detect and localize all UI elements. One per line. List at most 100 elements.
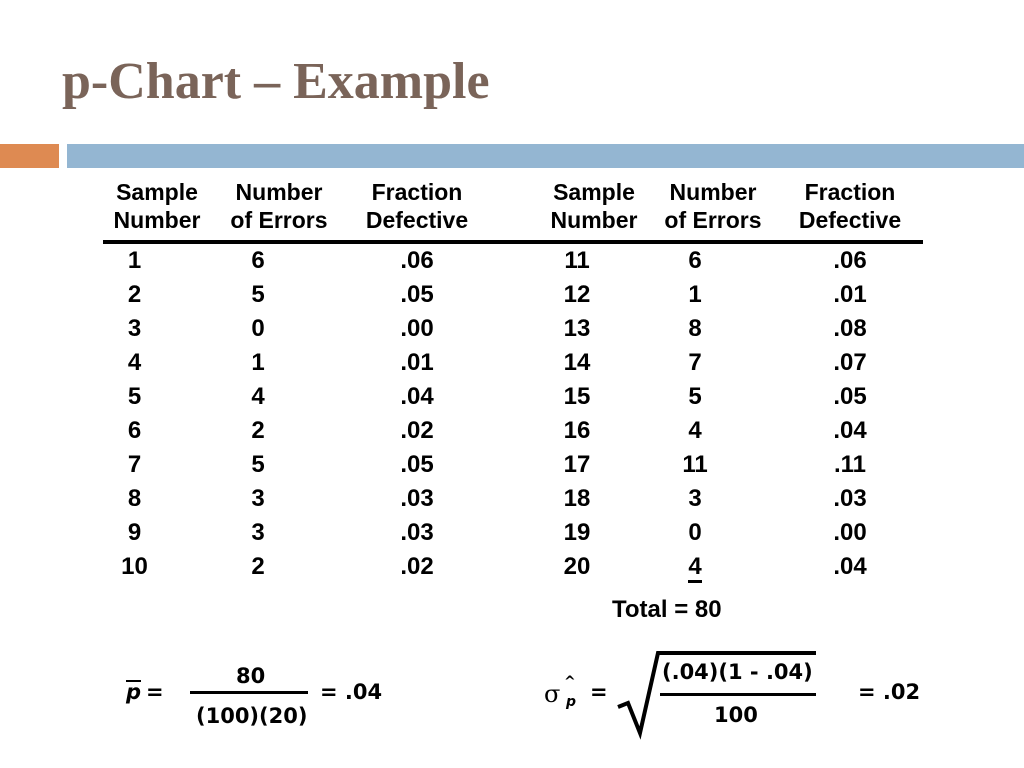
fraction-cell-value: .02 — [400, 417, 434, 444]
errors-cell: 7 — [649, 346, 777, 380]
gap-cell — [487, 482, 539, 516]
sample-number-cell: 2 — [103, 278, 211, 312]
errors-cell: 5 — [211, 278, 347, 312]
sigma-subscript: p — [566, 694, 577, 710]
errors-cell-value: 2 — [251, 553, 265, 580]
errors-cell: 0 — [649, 516, 777, 550]
errors-cell: 4 — [211, 380, 347, 414]
errors-cell: 11 — [649, 448, 777, 482]
errors-cell-value: 11 — [682, 451, 708, 478]
errors-cell-value: 3 — [688, 485, 702, 512]
fraction-cell: .06 — [777, 242, 923, 278]
fraction-cell: .05 — [347, 278, 487, 312]
fraction-cell-value: .05 — [400, 451, 434, 478]
fraction-cell-value: .04 — [833, 417, 867, 444]
sigma-result: = .02 — [858, 680, 921, 704]
errors-cell: 5 — [649, 380, 777, 414]
sample-number-cell: 16 — [539, 414, 649, 448]
errors-cell-value: 8 — [688, 315, 702, 342]
fraction-cell: .04 — [777, 414, 923, 448]
fraction-cell: .00 — [347, 312, 487, 346]
sigma-numerator: (.04)(1 - .04) — [662, 660, 813, 684]
table-row: 3 0 .00 13 8 .08 — [103, 312, 923, 346]
sample-number-cell-value: 13 — [563, 315, 591, 342]
gap-cell — [487, 516, 539, 550]
square-root-sign — [617, 651, 816, 740]
gap-cell — [487, 312, 539, 346]
fraction-cell-value: .01 — [400, 349, 434, 376]
sigma-symbol: σ — [544, 680, 561, 708]
errors-cell: 3 — [211, 516, 347, 550]
fraction-cell: .08 — [777, 312, 923, 346]
errors-cell-value: 3 — [251, 485, 265, 512]
errors-cell: 3 — [649, 482, 777, 516]
fraction-cell-value: .03 — [400, 519, 434, 546]
errors-cell: 1 — [211, 346, 347, 380]
fraction-cell-value: .11 — [833, 451, 867, 478]
sample-number-cell-value: 1 — [127, 247, 142, 274]
fraction-cell-value: .07 — [833, 349, 867, 376]
p-denominator: (100)(20) — [196, 704, 308, 728]
sample-number-cell: 1 — [103, 242, 211, 278]
errors-cell-value: 5 — [688, 383, 702, 410]
fraction-cell-value: .00 — [833, 519, 867, 546]
table-row: 6 2 .02 16 4 .04 — [103, 414, 923, 448]
sample-number-cell: 5 — [103, 380, 211, 414]
fraction-cell: .04 — [777, 550, 923, 584]
sample-number-cell: 20 — [539, 550, 649, 584]
sigma-fraction-line — [660, 693, 816, 696]
fraction-cell: .05 — [347, 448, 487, 482]
sample-number-cell-value: 14 — [563, 349, 591, 376]
accent-bar-blue — [67, 144, 1024, 168]
table-row: 9 3 .03 19 0 .00 — [103, 516, 923, 550]
fraction-cell-value: .06 — [833, 247, 867, 274]
total-errors: Total = 80 — [612, 596, 722, 623]
table-header-row: Sample Number Number of Errors Fraction Def… — [103, 178, 923, 244]
fraction-cell-value: .03 — [400, 485, 434, 512]
sample-number-cell: 15 — [539, 380, 649, 414]
errors-cell: 3 — [211, 482, 347, 516]
sample-number-cell: 4 — [103, 346, 211, 380]
sample-number-cell-value: 19 — [563, 519, 591, 546]
errors-cell-value: 7 — [688, 349, 702, 376]
fraction-cell-value: .06 — [400, 247, 434, 274]
errors-cell-value: 6 — [688, 247, 702, 274]
sample-number-cell-value: 7 — [127, 451, 142, 478]
sample-number-cell-value: 3 — [127, 315, 142, 342]
errors-cell-value: 3 — [251, 519, 265, 546]
sample-number-cell: 14 — [539, 346, 649, 380]
table-row: 5 4 .04 15 5 .05 — [103, 380, 923, 414]
errors-cell-value: 4 — [688, 417, 702, 444]
errors-cell: 4 — [649, 550, 777, 584]
sample-number-cell-value: 9 — [127, 519, 142, 546]
fraction-cell: .02 — [347, 550, 487, 584]
errors-cell: 2 — [211, 550, 347, 584]
data-table: Sample Number Number of Errors Fraction Def… — [103, 178, 923, 584]
errors-cell-value: 2 — [251, 417, 265, 444]
sample-number-cell: 11 — [539, 242, 649, 278]
header-gap — [487, 178, 539, 244]
p-fraction-line — [190, 691, 308, 694]
errors-cell: 6 — [211, 242, 347, 278]
sample-number-cell: 19 — [539, 516, 649, 550]
sample-number-cell: 9 — [103, 516, 211, 550]
sample-number-cell: 12 — [539, 278, 649, 312]
fraction-cell-value: .08 — [833, 315, 867, 342]
sample-number-cell-value: 10 — [121, 553, 148, 580]
sample-number-cell-value: 4 — [127, 349, 142, 376]
table-row: 4 1 .01 14 7 .07 — [103, 346, 923, 380]
sample-number-cell: 8 — [103, 482, 211, 516]
fraction-cell: .03 — [347, 516, 487, 550]
gap-cell — [487, 346, 539, 380]
gap-cell — [487, 242, 539, 278]
errors-cell-value: 4 — [688, 553, 702, 583]
sample-number-cell-value: 12 — [563, 281, 591, 308]
sample-number-cell: 18 — [539, 482, 649, 516]
errors-cell: 0 — [211, 312, 347, 346]
fraction-cell: .01 — [347, 346, 487, 380]
fraction-cell-value: .04 — [400, 383, 434, 410]
fraction-cell: .00 — [777, 516, 923, 550]
fraction-cell: .11 — [777, 448, 923, 482]
errors-cell-value: 5 — [251, 281, 265, 308]
errors-cell: 2 — [211, 414, 347, 448]
